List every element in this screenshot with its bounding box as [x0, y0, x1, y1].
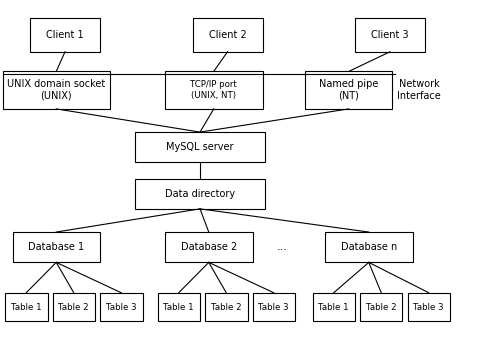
Text: Table 1: Table 1 — [11, 302, 42, 312]
Text: Client 3: Client 3 — [371, 30, 409, 40]
Text: UNIX domain socket
(UNIX): UNIX domain socket (UNIX) — [7, 79, 105, 101]
FancyBboxPatch shape — [165, 232, 252, 262]
FancyBboxPatch shape — [30, 18, 100, 52]
Text: Database 1: Database 1 — [28, 242, 84, 252]
Text: ...: ... — [277, 242, 288, 252]
FancyBboxPatch shape — [360, 293, 403, 321]
Text: Table 2: Table 2 — [366, 302, 396, 312]
Text: MySQL server: MySQL server — [166, 142, 234, 152]
FancyBboxPatch shape — [305, 71, 392, 109]
FancyBboxPatch shape — [12, 232, 100, 262]
Text: Table 3: Table 3 — [414, 302, 444, 312]
Text: TCP/IP port
(UNIX, NT): TCP/IP port (UNIX, NT) — [190, 80, 237, 100]
FancyBboxPatch shape — [205, 293, 248, 321]
FancyBboxPatch shape — [325, 232, 412, 262]
Text: Table 1: Table 1 — [318, 302, 349, 312]
Text: Table 2: Table 2 — [211, 302, 242, 312]
FancyBboxPatch shape — [158, 293, 200, 321]
Text: Table 1: Table 1 — [164, 302, 194, 312]
Text: Client 1: Client 1 — [46, 30, 84, 40]
Text: Table 3: Table 3 — [258, 302, 289, 312]
Text: Database 2: Database 2 — [180, 242, 237, 252]
FancyBboxPatch shape — [135, 132, 265, 162]
FancyBboxPatch shape — [355, 18, 425, 52]
Text: Named pipe
(NT): Named pipe (NT) — [319, 79, 378, 101]
Text: Table 3: Table 3 — [106, 302, 136, 312]
Text: Database n: Database n — [340, 242, 397, 252]
FancyBboxPatch shape — [5, 293, 48, 321]
Text: Client 2: Client 2 — [208, 30, 246, 40]
FancyBboxPatch shape — [135, 178, 265, 209]
FancyBboxPatch shape — [312, 293, 355, 321]
FancyBboxPatch shape — [252, 293, 295, 321]
FancyBboxPatch shape — [408, 293, 450, 321]
Text: Data directory: Data directory — [165, 188, 235, 199]
FancyBboxPatch shape — [52, 293, 95, 321]
Text: Network
Interface: Network Interface — [398, 79, 442, 101]
FancyBboxPatch shape — [100, 293, 142, 321]
FancyBboxPatch shape — [192, 18, 262, 52]
FancyBboxPatch shape — [165, 71, 262, 109]
Text: Table 2: Table 2 — [58, 302, 89, 312]
FancyBboxPatch shape — [2, 71, 110, 109]
